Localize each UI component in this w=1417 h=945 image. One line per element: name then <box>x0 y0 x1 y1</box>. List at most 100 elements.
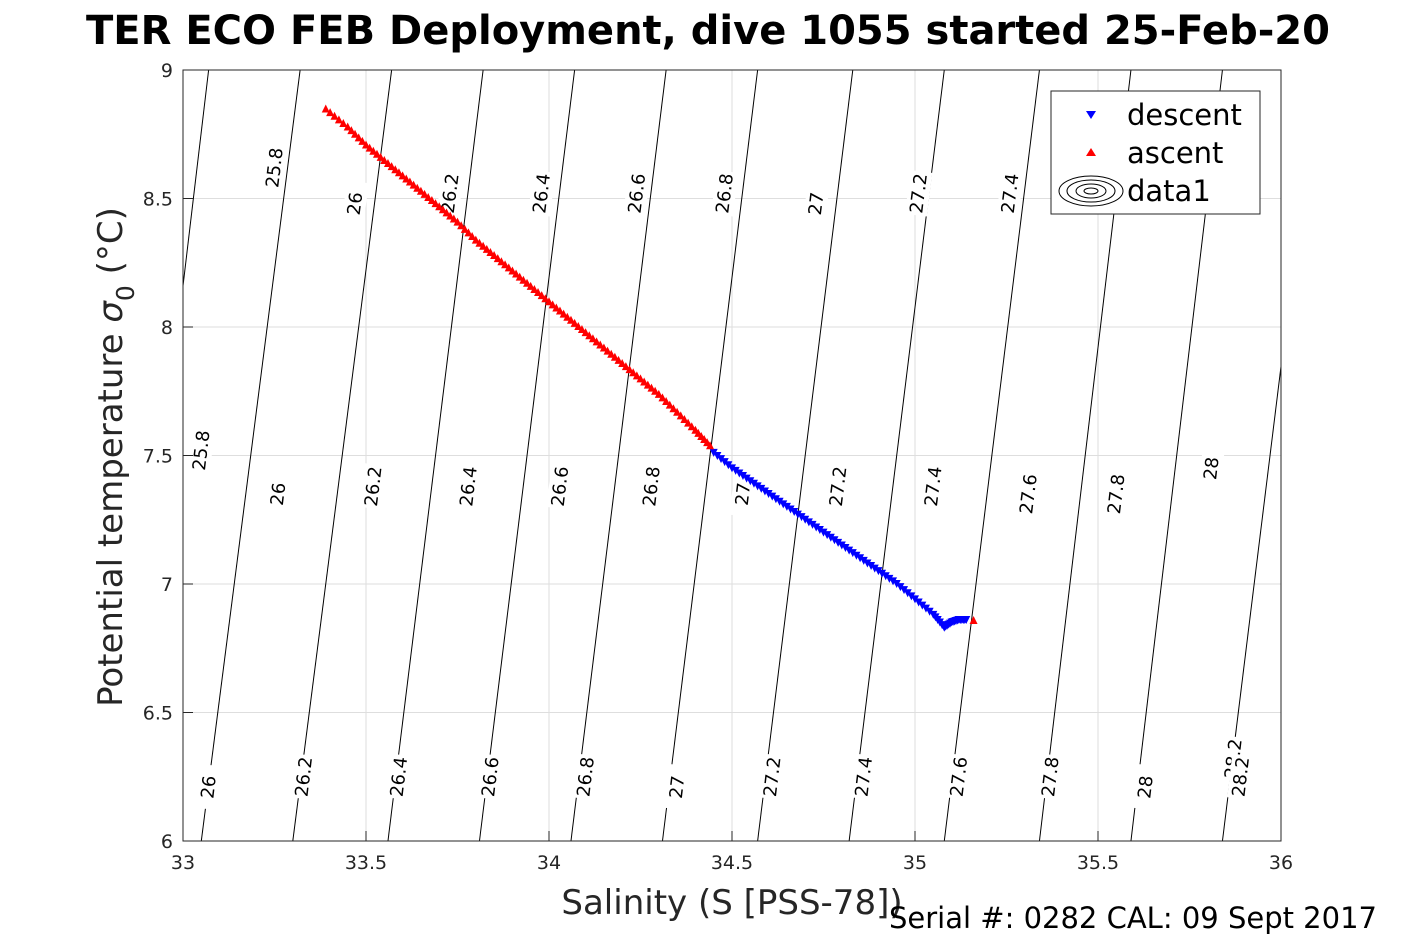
ascent-point <box>654 389 663 398</box>
ascent-point <box>673 407 682 416</box>
ascent-point <box>490 251 499 260</box>
chart-title: TER ECO FEB Deployment, dive 1055 starte… <box>86 8 1330 54</box>
contour-label-27-4: 27.4 <box>851 756 877 798</box>
contour-label-background <box>187 427 215 474</box>
contour-label-background <box>572 753 600 800</box>
density-contour-26-6 <box>478 70 576 841</box>
ascent-point <box>512 269 521 278</box>
contour-label-background <box>758 753 786 800</box>
ascent-point <box>405 177 414 186</box>
contour-label-27-2: 27.2 <box>760 756 786 798</box>
contour-label-27-8: 27.8 <box>1104 473 1130 515</box>
descent-point <box>874 567 883 576</box>
descent-point <box>735 469 744 478</box>
ascent-point <box>687 422 696 431</box>
ascent-point <box>515 272 524 281</box>
ascent-point <box>380 155 389 164</box>
contour-label-background <box>359 463 387 510</box>
legend-ascent-marker <box>1086 148 1096 156</box>
x-tick-label: 35 <box>903 852 927 874</box>
descent-point <box>801 515 810 524</box>
ascent-point <box>391 165 400 174</box>
ascent-point <box>706 441 715 450</box>
contour-label-background <box>290 753 318 800</box>
x-tick-label: 34 <box>537 852 561 874</box>
ascent-point <box>541 294 550 303</box>
descent-point <box>786 505 795 514</box>
contour-label-28: 28 <box>1134 774 1158 799</box>
descent-point <box>863 559 872 568</box>
ascent-point <box>416 186 425 195</box>
ascent-point <box>563 312 572 321</box>
descent-point <box>819 528 828 537</box>
ascent-point <box>680 415 689 424</box>
ascent-point <box>621 362 630 371</box>
ascent-point <box>508 266 517 275</box>
descent-point <box>914 598 923 607</box>
contour-label-27: 27 <box>805 191 829 216</box>
ascent-point <box>354 133 363 142</box>
contour-label-background <box>436 170 464 217</box>
contour-label-27-6: 27.6 <box>1016 473 1042 515</box>
contour-label-background <box>711 170 739 217</box>
descent-point <box>717 455 726 464</box>
descent-point <box>903 589 912 598</box>
ascent-point <box>592 337 601 346</box>
contour-label-26-8: 26.8 <box>639 465 665 507</box>
legend-ascent-label: ascent <box>1127 136 1223 170</box>
contour-label-background <box>264 470 292 518</box>
ascent-point <box>537 291 546 300</box>
x-tick-label: 34.5 <box>711 852 753 874</box>
contour-label-background <box>1014 470 1043 518</box>
axis-ticks: 33 33.5 34 34.5 35 35.5 36 6 6.5 7 7.5 8 8.5 9 <box>143 60 1293 874</box>
ascent-point <box>358 136 367 145</box>
contour-label-27-6: 27.6 <box>947 756 973 798</box>
ascent-point <box>339 118 348 127</box>
ascent-point <box>501 260 510 269</box>
descent-point <box>837 541 846 550</box>
ascent-point <box>427 196 436 205</box>
ascent-point <box>343 122 352 131</box>
ascent-point <box>647 383 656 392</box>
ascent-point <box>636 374 645 383</box>
ascent-point <box>365 143 374 152</box>
ascent-point <box>585 331 594 340</box>
ascent-point <box>669 404 678 413</box>
density-contour-27-2 <box>757 70 854 841</box>
data-points <box>321 104 978 632</box>
descent-point <box>823 531 832 540</box>
contour-label-background <box>1227 753 1255 800</box>
contour-label-background <box>454 463 482 510</box>
ascent-point <box>409 180 418 189</box>
contour-label-28: 28 <box>1200 456 1224 481</box>
ascent-point <box>413 183 422 192</box>
contour-label-background <box>546 463 574 510</box>
descent-point <box>830 536 839 545</box>
contour-label-26-8: 26.8 <box>712 172 738 214</box>
ascent-point <box>625 365 634 374</box>
x-tick-label: 33 <box>171 852 195 874</box>
y-axis-label-main: Potential temperature <box>91 323 131 707</box>
contour-label-background <box>1102 470 1130 518</box>
descent-point <box>746 477 755 486</box>
ascent-point <box>599 343 608 352</box>
ascent-point <box>435 202 444 211</box>
ascent-point <box>504 263 513 272</box>
descent-point <box>790 508 799 517</box>
ascent-point <box>362 140 370 149</box>
ascent-point <box>632 371 641 380</box>
ascent-point <box>347 126 356 135</box>
descent-point <box>870 564 879 573</box>
ascent-point <box>497 257 506 266</box>
ascent-point <box>326 108 335 117</box>
ascent-point <box>548 300 557 309</box>
ascent-point <box>526 281 535 290</box>
ascent-point <box>643 380 652 389</box>
contour-label-background <box>905 170 933 217</box>
contour-label-background <box>996 170 1024 217</box>
contour-label-background <box>1197 445 1225 492</box>
contour-label-background <box>260 144 289 191</box>
y-tick-label: 7.5 <box>143 446 173 468</box>
descent-point <box>753 482 762 491</box>
contour-label-background <box>850 753 878 800</box>
